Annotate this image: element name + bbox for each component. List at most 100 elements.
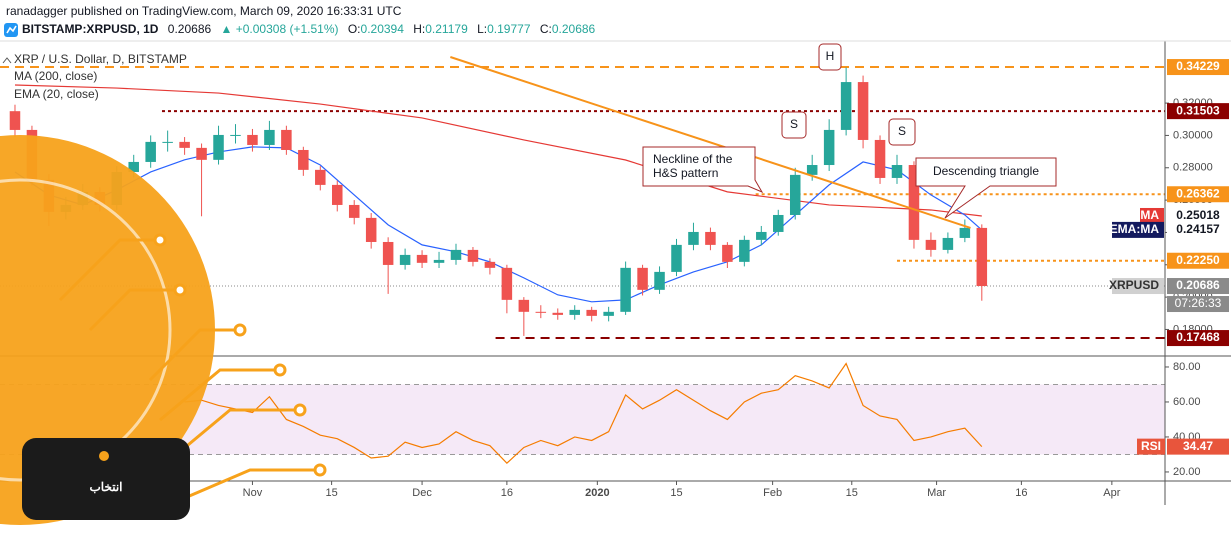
- countdown-box: [1167, 296, 1229, 313]
- candle-body: [705, 231, 716, 245]
- watermark: انتخاب: [0, 135, 327, 525]
- logo-text: انتخاب: [90, 480, 123, 494]
- x-tick-label: 15: [846, 487, 858, 499]
- badge-tag-box: [1112, 278, 1164, 295]
- candle-body: [569, 309, 580, 315]
- tv-icon: [4, 23, 18, 37]
- candle-body: [671, 244, 682, 272]
- candle-body: [162, 141, 173, 143]
- ohlc-value: 0.20394: [361, 22, 405, 36]
- ohlc-key: C:: [540, 22, 552, 36]
- candle-body: [688, 231, 699, 245]
- candle-body: [213, 134, 224, 160]
- ohlc-key: L:: [477, 22, 487, 36]
- y-tick-label: 0.30000: [1173, 129, 1213, 141]
- candle-body: [450, 249, 462, 260]
- trendline: [450, 56, 971, 229]
- price-badge-label: 0.25018: [1176, 208, 1220, 222]
- price-badge: [1167, 252, 1229, 269]
- candle-body: [382, 241, 394, 265]
- logo-dot: [99, 451, 109, 461]
- ohlc-value: 0.19777: [487, 22, 531, 36]
- change: ▲ +0.00308 (+1.51%): [221, 22, 339, 36]
- annotation-box: [818, 43, 842, 71]
- candle-body: [298, 149, 309, 170]
- price-badge: [1167, 103, 1229, 120]
- x-tick-label: 15: [670, 487, 682, 499]
- publisher-line: ranadagger published on TradingView.com,…: [6, 4, 402, 18]
- candle-body: [756, 231, 767, 240]
- logo-ring: [0, 178, 172, 482]
- annotation: H: [826, 49, 835, 63]
- price-badge-label: 0.20686: [1176, 278, 1220, 292]
- candle-body: [196, 147, 207, 160]
- candle-body: [806, 165, 818, 175]
- candle-body: [145, 141, 156, 162]
- candle-body: [789, 174, 801, 215]
- candle-body: [857, 82, 869, 140]
- x-tick-label: 16: [501, 487, 513, 499]
- x-tick-label: 15: [325, 487, 337, 499]
- candle-body: [365, 217, 377, 242]
- annotations: H S S Neckline of the H&S pattern Descen…: [642, 43, 1057, 219]
- rsi-tag-box: [1137, 438, 1165, 455]
- circuit-nodes: [153, 233, 327, 477]
- annotation: Descending triangle: [933, 164, 1039, 178]
- legend-title: XRP / U.S. Dollar, D, BITSTAMP: [14, 52, 187, 66]
- candle-body: [484, 261, 496, 268]
- candle-body: [603, 311, 614, 316]
- candle-body: [823, 129, 835, 166]
- candle-body: [959, 227, 971, 238]
- ohlc-value: 0.21179: [425, 22, 468, 36]
- countdown: 07:26:33: [1175, 296, 1222, 310]
- price-badge: [1167, 330, 1229, 347]
- candle-body: [518, 299, 530, 312]
- legend: XRP / U.S. Dollar, D, BITSTAMP MA (200, …: [2, 52, 187, 101]
- candle-body: [315, 169, 326, 185]
- badge-tag: EMA:MA: [1110, 222, 1160, 236]
- candle-body: [874, 139, 886, 178]
- candle-body: [773, 214, 784, 232]
- price-badge-label: 0.22250: [1176, 253, 1220, 267]
- logo-disc: [0, 135, 215, 525]
- badge-tag: XRPUSD: [1109, 278, 1159, 292]
- candle-body: [264, 129, 275, 145]
- candle-body: [416, 254, 428, 263]
- candle-body: [654, 271, 665, 290]
- x-tick-label: Nov: [243, 487, 263, 499]
- candle-body: [942, 237, 954, 250]
- candle-body: [552, 312, 564, 315]
- badge-tag-box: [1140, 207, 1164, 224]
- annotation: S: [898, 124, 906, 138]
- candle-body: [433, 259, 445, 263]
- price-badge-label: 0.17468: [1176, 330, 1220, 344]
- ohlc-value: 0.20686: [552, 22, 596, 36]
- annotation: S: [790, 117, 798, 131]
- badge-tag-box: [1112, 221, 1164, 238]
- candle-body: [281, 129, 292, 150]
- x-tick-label: 2020: [585, 487, 609, 499]
- candle-body: [9, 111, 21, 130]
- ohlc-key: H:: [413, 22, 425, 36]
- price-badge: [1167, 186, 1229, 203]
- price-badge: [1167, 221, 1229, 238]
- candle-body: [399, 254, 411, 265]
- candle-body: [925, 239, 937, 250]
- price-badge: [1167, 278, 1229, 295]
- candle-body: [467, 249, 479, 262]
- price-badge-label: 0.26362: [1176, 186, 1220, 200]
- candle-body: [908, 165, 920, 240]
- annotation-box: [781, 111, 807, 139]
- candle-body: [128, 161, 139, 172]
- y-tick-label: 20.00: [1173, 466, 1201, 478]
- candle-body: [247, 134, 258, 145]
- candle-body: [348, 204, 360, 218]
- legend-entry: MA (200, close): [14, 69, 97, 83]
- x-tick-label: Apr: [1103, 487, 1120, 499]
- candle-body: [840, 82, 852, 130]
- legend-toggle[interactable]: [2, 57, 12, 64]
- x-tick-label: Mar: [927, 487, 946, 499]
- symbol-line: BITSTAMP:XRPUSD, 1D 0.20686 ▲ +0.00308 (…: [22, 22, 596, 36]
- candle-body: [891, 165, 903, 178]
